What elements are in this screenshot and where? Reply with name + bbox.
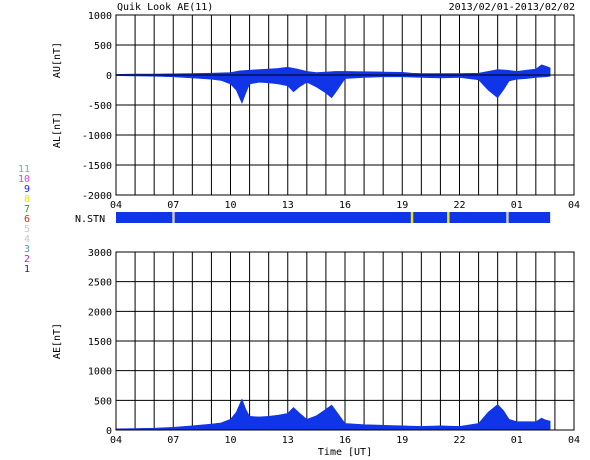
ae-xtick-label: 04 [110, 435, 122, 446]
station-legend-item: 2 [24, 254, 30, 265]
x-axis-label: Time [UT] [318, 447, 372, 458]
ae-ytick-label: 500 [94, 396, 112, 407]
station-drop-mark [506, 212, 509, 223]
ae-ytick-label: 0 [106, 426, 112, 437]
au-al-xtick-label: 07 [167, 200, 179, 211]
station-legend-item: 11 [18, 164, 30, 175]
al-axis-label: AL[nT] [52, 112, 63, 148]
au-al-xtick-label: 16 [339, 200, 351, 211]
station-legend-item: 6 [24, 214, 30, 225]
station-legend-item: 4 [24, 234, 30, 245]
au-al-ytick-label: 0 [106, 71, 112, 82]
au-al-ytick-label: -500 [88, 101, 112, 112]
chart-title: Quik Look AE(11) [117, 2, 213, 13]
ae-axis-label: AE[nT] [52, 323, 63, 359]
au-al-ytick-label: -2000 [82, 191, 112, 202]
station-legend-item: 8 [24, 194, 30, 205]
station-legend-item: 10 [18, 174, 30, 185]
au-al-ytick-label: 500 [94, 41, 112, 52]
ae-xtick-label: 04 [568, 435, 580, 446]
station-count-label: N.STN [75, 214, 105, 225]
ae-frame-outline [115, 251, 575, 431]
station-legend-item: 3 [24, 244, 30, 255]
ae-xtick-label: 10 [224, 435, 236, 446]
au-al-frame-outline [115, 14, 575, 196]
ae-xtick-label: 07 [167, 435, 179, 446]
au-axis-label: AU[nT] [52, 42, 63, 78]
au-al-xtick-label: 04 [110, 200, 122, 211]
station-bar-fill [116, 212, 551, 223]
station-legend-item: 1 [24, 264, 30, 275]
au-al-xtick-label: 10 [224, 200, 236, 211]
date-range: 2013/02/01-2013/02/02 [449, 2, 575, 13]
au-al-xtick-label: 01 [511, 200, 523, 211]
ae-ytick-label: 2500 [88, 278, 112, 289]
ae-xtick-label: 16 [339, 435, 351, 446]
au-al-ytick-label: 1000 [88, 11, 112, 22]
ae-ytick-label: 1000 [88, 367, 112, 378]
au-al-xtick-label: 22 [453, 200, 465, 211]
ae-xtick-label: 01 [511, 435, 523, 446]
ae-series-ae [115, 398, 551, 431]
au-al-ytick-label: -1500 [82, 161, 112, 172]
station-drop-mark [410, 212, 414, 223]
ae-xtick-label: 13 [282, 435, 294, 446]
ae-xtick-label: 19 [396, 435, 408, 446]
au-al-series-al [115, 74, 551, 105]
station-legend-item: 7 [24, 204, 30, 215]
ae-ytick-label: 1500 [88, 337, 112, 348]
station-drop-mark [172, 212, 175, 223]
station-drop-mark [447, 212, 450, 223]
au-al-ytick-label: -1000 [82, 131, 112, 142]
ae-ytick-label: 2000 [88, 307, 112, 318]
au-al-xtick-label: 13 [282, 200, 294, 211]
au-al-series-au [115, 64, 551, 76]
station-count-bar [116, 212, 551, 223]
ae-xtick-label: 22 [453, 435, 465, 446]
station-legend-item: 9 [24, 184, 30, 195]
au-al-xtick-label: 04 [568, 200, 580, 211]
station-legend-item: 5 [24, 224, 30, 235]
ae-ytick-label: 3000 [88, 248, 112, 259]
au-al-xtick-label: 19 [396, 200, 408, 211]
